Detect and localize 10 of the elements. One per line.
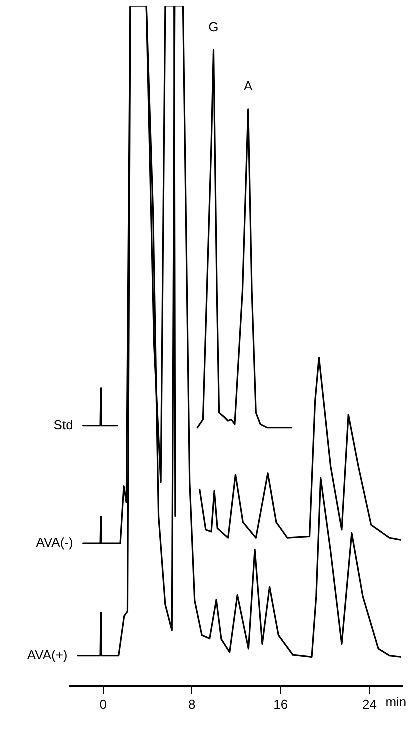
- x-tick-label: 24: [362, 696, 377, 712]
- series-label: AVA(+): [27, 647, 68, 662]
- x-tick-label: 0: [100, 696, 107, 712]
- annotation: G: [208, 19, 219, 34]
- series-label: Std: [54, 417, 74, 432]
- x-axis-title: min: [386, 694, 407, 710]
- x-tick-label: 16: [274, 696, 288, 712]
- x-tick-label: 8: [188, 696, 196, 712]
- annotation: A: [244, 78, 254, 94]
- series-label: AVA(-): [36, 535, 74, 550]
